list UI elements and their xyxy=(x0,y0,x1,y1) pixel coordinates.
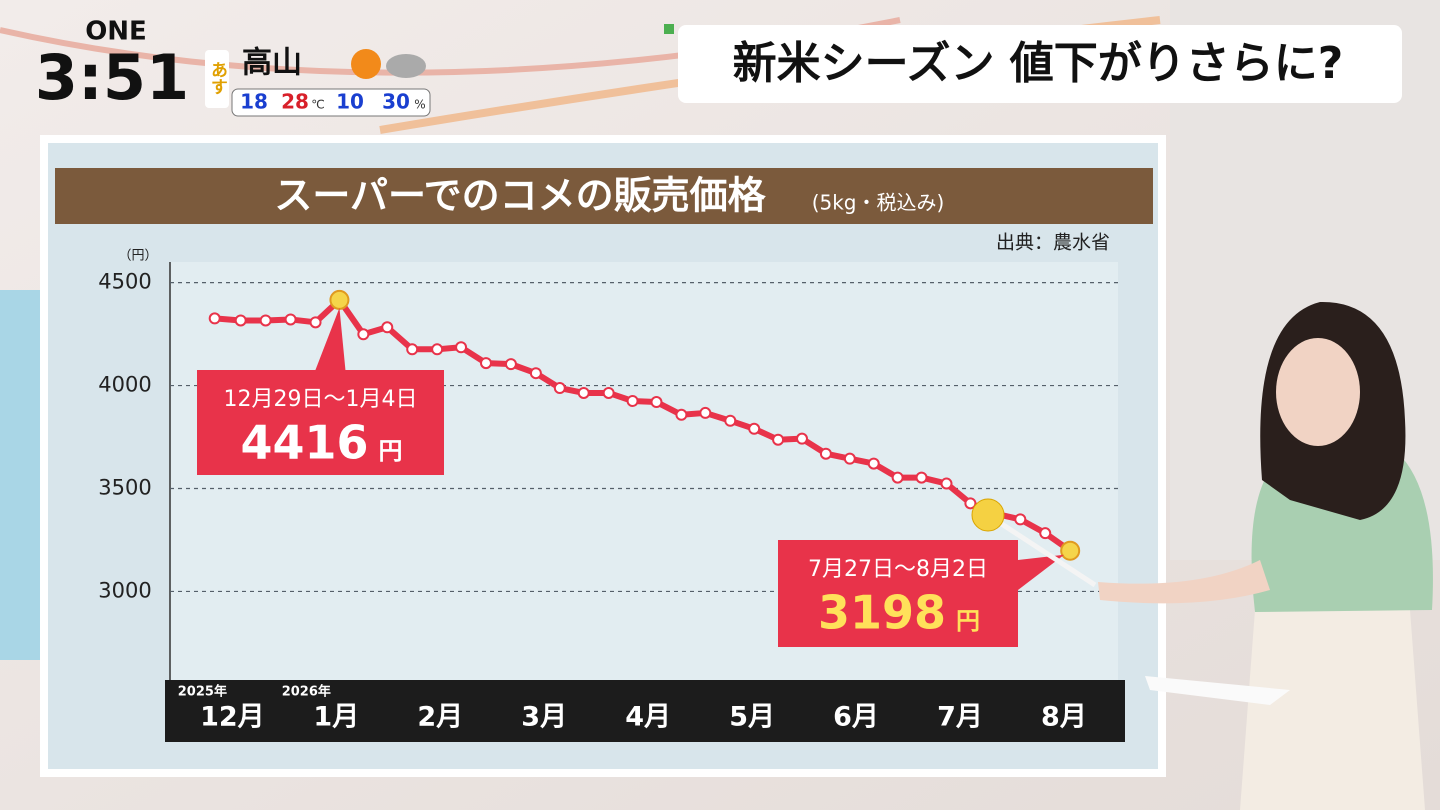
data-point xyxy=(748,422,761,435)
y-tick-label: 3500 xyxy=(98,476,151,500)
x-axis-band xyxy=(165,680,1125,742)
y-tick-label: 4000 xyxy=(98,373,151,397)
plot: 3000 3500 4000 4500 12月 1月 2月 3月 4月 5月 6月 7月 8月 2025年… xyxy=(98,270,1118,733)
data-point xyxy=(915,471,928,484)
data-point xyxy=(577,386,590,399)
data-point xyxy=(381,321,394,334)
x-tick-label: 12月 xyxy=(200,702,265,733)
headline-accent xyxy=(664,24,674,34)
y-tick-label: 4500 xyxy=(98,270,151,294)
clock: 3:51 xyxy=(35,41,189,114)
data-point xyxy=(234,314,247,327)
data-point xyxy=(796,432,808,445)
callout-value: 3198 xyxy=(818,586,946,640)
paper xyxy=(1145,676,1290,705)
data-point xyxy=(650,396,663,409)
data-point xyxy=(1014,513,1027,526)
data-point xyxy=(553,382,566,395)
weather-day: あす xyxy=(207,61,227,95)
data-point xyxy=(357,328,370,341)
temp-unit: ℃ xyxy=(311,98,324,112)
data-point xyxy=(940,477,953,490)
pointer-stick xyxy=(986,512,1097,588)
temp-high: 28 xyxy=(281,90,309,114)
title-band xyxy=(55,168,1153,224)
callout-pointer xyxy=(315,307,346,370)
presenter-face xyxy=(1276,338,1360,446)
data-point xyxy=(964,497,977,510)
x-tick-label: 1月 xyxy=(313,702,359,733)
temp-low: 18 xyxy=(240,90,268,114)
x-tick-label: 2月 xyxy=(417,702,463,733)
pointer-ball xyxy=(971,498,1005,532)
callout-box xyxy=(197,370,444,475)
data-point xyxy=(675,408,688,421)
presenter-arm xyxy=(1098,560,1270,604)
y-unit: （円） xyxy=(118,249,157,264)
x-tick-label: 7月 xyxy=(937,702,983,733)
highlight-point xyxy=(329,289,350,310)
data-point xyxy=(724,414,737,427)
x-tick-label: 6月 xyxy=(833,702,879,733)
data-point xyxy=(626,394,639,407)
data-point xyxy=(208,312,221,325)
x-tick-label: 3月 xyxy=(521,702,567,733)
chart-title: スーパーでのコメの販売価格 xyxy=(274,174,766,218)
x-tick-label: 8月 xyxy=(1041,702,1087,733)
callout-unit: 円 xyxy=(956,607,980,635)
callout-pointer xyxy=(1018,554,1065,590)
data-point xyxy=(602,386,615,399)
rain-2: 30 xyxy=(382,90,410,114)
cloud-icon xyxy=(386,54,426,78)
rain-unit: % xyxy=(414,98,425,112)
weather-day-box xyxy=(205,50,229,108)
channel-logo: ONE xyxy=(85,17,147,47)
data-point xyxy=(431,343,444,356)
data-point xyxy=(843,452,856,465)
data-point xyxy=(1039,527,1052,540)
side-panel xyxy=(0,290,44,660)
data-point xyxy=(480,357,492,370)
presenter-skirt xyxy=(1240,610,1425,810)
x-tick-label: 5月 xyxy=(729,702,775,733)
data-point xyxy=(284,313,297,326)
chart-source: 出典：農水省 xyxy=(996,232,1110,254)
y-tick-label: 3000 xyxy=(98,578,151,602)
data-point xyxy=(406,343,419,356)
headline-box xyxy=(678,25,1402,103)
weather-box xyxy=(231,88,431,117)
data-point xyxy=(529,367,542,380)
data-point xyxy=(455,341,468,354)
highlight-point xyxy=(1060,540,1081,561)
weather-city: 高山 xyxy=(242,46,302,81)
sun-icon xyxy=(351,49,381,79)
callout-value: 4416 xyxy=(240,416,368,470)
data-point xyxy=(259,314,272,327)
data-point xyxy=(309,316,322,329)
rain-1: 10 xyxy=(336,90,364,114)
callout-date: 12月29日～1月4日 xyxy=(224,387,418,412)
chart-subtitle: (5kg・税込み) xyxy=(812,191,945,215)
data-point xyxy=(819,447,832,460)
x-tick-label: 4月 xyxy=(625,702,671,733)
data-point xyxy=(867,457,880,470)
data-point xyxy=(772,433,785,446)
year-label: 2025年 xyxy=(178,684,227,700)
callout-box xyxy=(778,540,1018,647)
data-point xyxy=(891,471,904,484)
data-point xyxy=(699,406,712,419)
data-point xyxy=(504,358,517,371)
headline: 新米シーズン 値下がりさらに? xyxy=(733,38,1344,89)
callout-date: 7月27日～8月2日 xyxy=(808,557,988,582)
callout-unit: 円 xyxy=(379,437,403,465)
year-label: 2026年 xyxy=(282,684,331,700)
